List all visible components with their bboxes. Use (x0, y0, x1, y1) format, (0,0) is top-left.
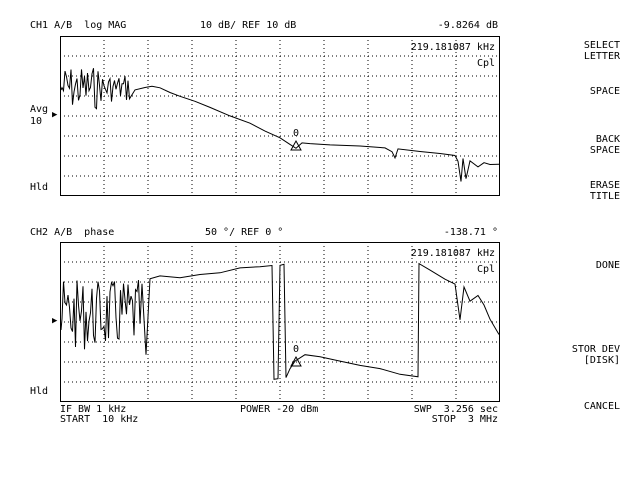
softkey-select-letter[interactable]: SELECT LETTER (550, 40, 620, 62)
ch1-hold-label: Hld (30, 182, 49, 193)
ch2-marker-number: 0 (293, 344, 300, 355)
ch2-graticule (60, 242, 500, 402)
softkey-select-letter-line2: LETTER (583, 51, 620, 62)
if-bandwidth: IF BW 1 kHz (60, 404, 127, 415)
ch2-hold-label: Hld (30, 386, 49, 397)
ch1-marker-frequency: 219.181087 kHz (410, 42, 495, 53)
softkey-space-label: SPACE (589, 86, 620, 97)
sweep-time: SWP 3.256 sec (413, 404, 498, 415)
softkey-erase-title[interactable]: ERASE TITLE (550, 180, 620, 202)
ch2-header-label: CH2 A/B phase (30, 227, 115, 238)
ch2-reference-arrow-icon: ▶ (52, 316, 58, 326)
softkey-stor-dev-line1: STOR DEV (571, 344, 620, 355)
ch1-scale-ref: 10 dB/ REF 10 dB (200, 20, 297, 31)
ch2-marker-frequency: 219.181087 kHz (410, 248, 495, 259)
softkey-back-space-line1: BACK (595, 134, 620, 145)
softkey-cancel-label: CANCEL (583, 401, 620, 412)
softkey-cancel[interactable]: CANCEL (550, 401, 620, 412)
ch1-header-label: CH1 A/B log MAG (30, 20, 127, 31)
ch1-avg-label: Avg (30, 104, 49, 115)
softkey-done-label: DONE (595, 260, 620, 271)
ch2-coupling: Cpl (476, 264, 495, 275)
ch1-marker-number: 0 (293, 128, 300, 139)
softkey-erase-title-line2: TITLE (589, 191, 620, 202)
softkey-stor-dev[interactable]: STOR DEV [DISK] (550, 344, 620, 366)
ch1-coupling: Cpl (476, 58, 495, 69)
ch2-scale-ref: 50 °/ REF 0 ° (205, 227, 284, 238)
softkey-erase-title-line1: ERASE (589, 180, 620, 191)
softkey-space[interactable]: SPACE (550, 86, 620, 97)
softkey-back-space-line2: SPACE (589, 145, 620, 156)
softkey-stor-dev-line2: [DISK] (583, 355, 620, 366)
ch1-graticule (60, 36, 500, 196)
ch1-reference-arrow-icon: ▶ (52, 110, 58, 120)
ch1-marker-value: -9.8264 dB (437, 20, 498, 31)
start-frequency: START 10 kHz (60, 414, 139, 425)
softkey-done[interactable]: DONE (550, 260, 620, 271)
softkey-back-space[interactable]: BACK SPACE (550, 134, 620, 156)
ch2-marker-value: -138.71 ° (443, 227, 498, 238)
stop-frequency: STOP 3 MHz (431, 414, 498, 425)
ch1-avg-value: 10 (30, 116, 43, 127)
softkey-select-letter-line1: SELECT (583, 40, 620, 51)
source-power: POWER -20 dBm (240, 404, 319, 415)
